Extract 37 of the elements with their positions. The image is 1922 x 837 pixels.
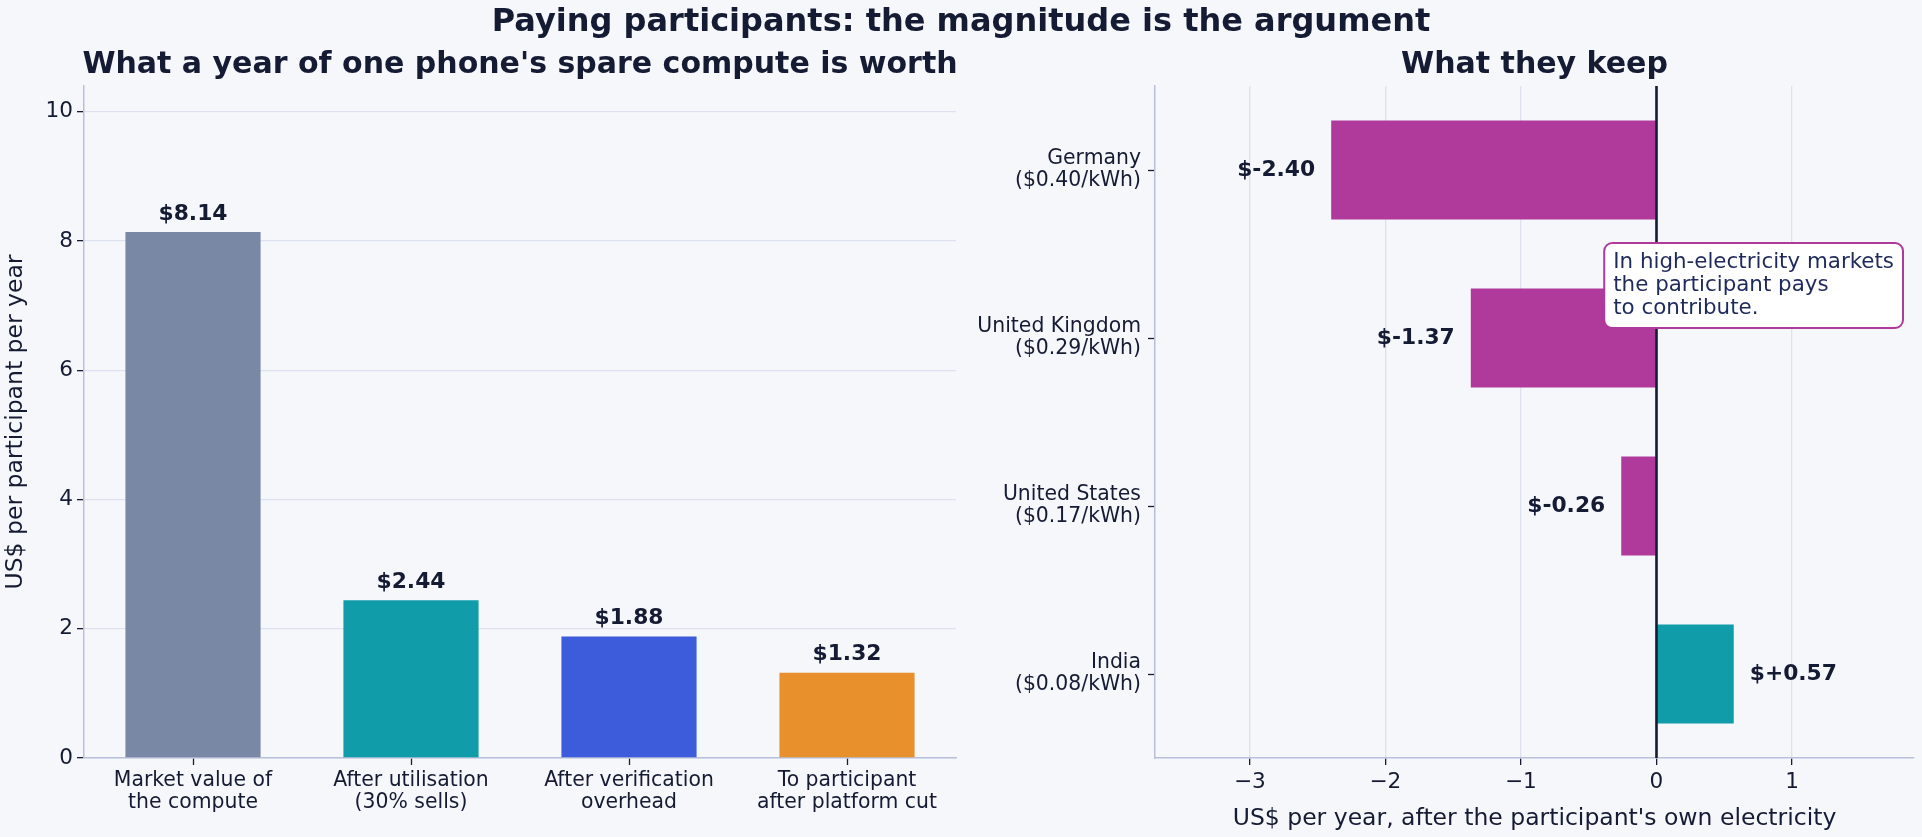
data-label: $-2.40 xyxy=(1237,155,1316,181)
data-label: $+0.57 xyxy=(1749,659,1837,685)
y-tick-label: 8 xyxy=(59,226,73,252)
y-tick-label: Germany ($0.40/kWh) xyxy=(1014,145,1141,192)
bar xyxy=(343,600,479,758)
y-tick-label: 4 xyxy=(59,485,73,511)
y-tick-label: United States ($0.17/kWh) xyxy=(1002,481,1141,528)
y-tick-label: 0 xyxy=(59,743,73,769)
x-tick-label: To participant after platform cut xyxy=(757,767,937,814)
data-label: $-0.26 xyxy=(1527,491,1606,517)
data-label: $-1.37 xyxy=(1376,323,1455,349)
x-tick-label: −2 xyxy=(1369,767,1402,793)
y-tick-label: India ($0.08/kWh) xyxy=(1014,649,1141,696)
bar xyxy=(779,672,915,758)
x-tick-label: After verification overhead xyxy=(544,767,714,814)
x-tick-label: −3 xyxy=(1233,767,1266,793)
y-axis-title: US$ per participant per year xyxy=(0,254,29,590)
annotation: In high-electricity markets the participant pays to contribute. xyxy=(1613,248,1895,320)
data-label: $1.32 xyxy=(812,640,882,666)
data-label: $8.14 xyxy=(158,199,228,225)
y-tick-label: United Kingdom ($0.29/kWh) xyxy=(977,313,1141,360)
x-tick-label: 1 xyxy=(1785,767,1799,793)
x-tick-label: After utilisation (30% sells) xyxy=(333,767,489,814)
x-tick-label: −1 xyxy=(1505,767,1537,793)
data-label: $1.88 xyxy=(594,604,664,630)
x-tick-label: 0 xyxy=(1649,767,1664,793)
bar xyxy=(125,232,261,758)
y-tick-label: 2 xyxy=(59,614,73,640)
y-tick-label: 6 xyxy=(59,355,73,381)
bar xyxy=(561,636,697,758)
data-label: $2.44 xyxy=(376,568,446,594)
x-tick-label: Market value of the compute xyxy=(113,767,274,814)
chart-title: What they keep xyxy=(1401,44,1668,82)
x-axis-title: US$ per year, after the participant's own electricity xyxy=(1232,803,1837,832)
y-tick-label: 10 xyxy=(45,97,73,123)
chart-title: Paying participants: the magnitude is the argument xyxy=(491,0,1431,40)
chart-subtitle: What a year of one phone's spare compute is worth xyxy=(82,44,958,82)
